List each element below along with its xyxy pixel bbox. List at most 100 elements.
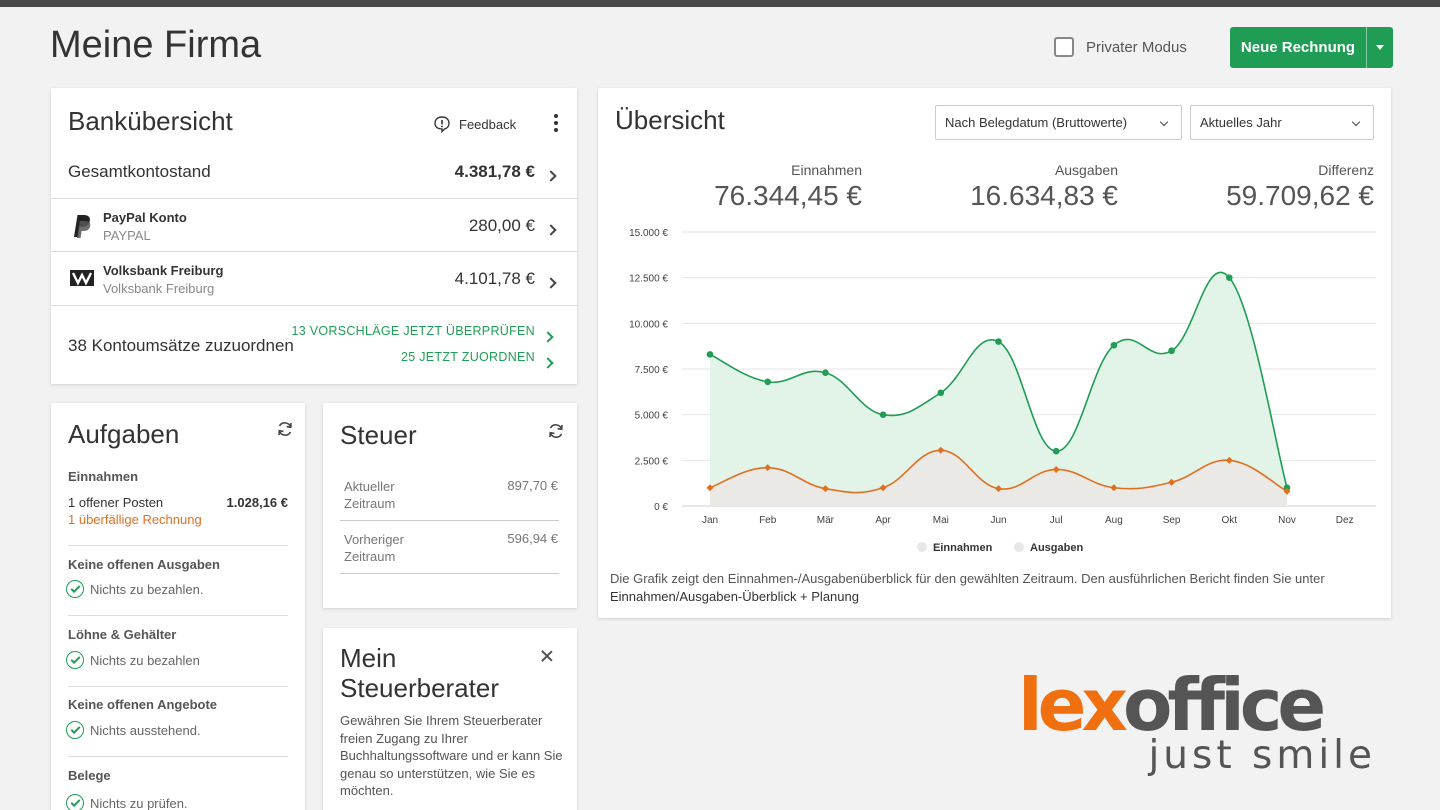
- chevron-right-icon: [545, 277, 557, 289]
- account-row-volksbank[interactable]: Volksbank Freiburg Volksbank Freiburg 4.…: [51, 252, 577, 306]
- divider: [68, 756, 288, 757]
- period-select[interactable]: Aktuelles Jahr: [1190, 105, 1374, 140]
- legend-marker: [917, 542, 927, 552]
- chart-note-text: Die Grafik zeigt den Einnahmen-/Ausgaben…: [610, 571, 1325, 586]
- kpi-value-expenses: 16.634,83 €: [970, 180, 1118, 211]
- basis-select[interactable]: Nach Belegdatum (Bruttowerte): [935, 105, 1182, 140]
- data-point: [1110, 341, 1118, 349]
- divider: [340, 573, 559, 574]
- x-tick-label: Mär: [817, 515, 835, 526]
- open-items-label[interactable]: 1 offener Posten: [68, 495, 164, 510]
- divider: [68, 615, 288, 616]
- tasks-card: [51, 403, 305, 810]
- income-heading: Einnahmen: [68, 469, 139, 484]
- x-tick-label: Mai: [933, 515, 949, 526]
- overdue-invoice-link[interactable]: 1 überfällige Rechnung: [68, 512, 202, 527]
- data-point: [879, 411, 887, 418]
- account-name: Volksbank Freiburg: [103, 263, 224, 278]
- kpi-value-difference: 59.709,62 €: [1226, 180, 1374, 211]
- review-suggestions-link[interactable]: 13 VORSCHLÄGE JETZT ÜBERPRÜFEN: [291, 324, 535, 338]
- x-tick-label: Jul: [1050, 515, 1063, 526]
- chevron-down-icon: [1351, 117, 1361, 127]
- series-area-ausgaben: [710, 450, 1287, 506]
- total-balance-row[interactable]: Gesamtkontostand 4.381,78 €: [51, 145, 577, 199]
- close-icon[interactable]: [540, 649, 554, 663]
- series-area-einnahmen: [710, 272, 1287, 506]
- x-tick-label: Jan: [702, 515, 718, 526]
- kpi-value-income: 76.344,45 €: [714, 180, 862, 211]
- assign-now-link[interactable]: 25 JETZT ZUORDNEN: [400, 350, 535, 364]
- data-point: [706, 351, 714, 358]
- y-tick-label: 10.000 €: [629, 319, 668, 330]
- x-tick-label: Apr: [875, 515, 891, 526]
- feedback-button[interactable]: Feedback: [433, 115, 516, 133]
- private-mode-checkbox[interactable]: [1054, 37, 1074, 57]
- data-point: [1110, 484, 1118, 492]
- account-amount: 4.101,78 €: [454, 269, 535, 288]
- account-name: PayPal Konto: [103, 210, 187, 225]
- data-point: [1168, 347, 1175, 355]
- data-point: [1283, 484, 1291, 492]
- data-point: [1052, 465, 1060, 473]
- new-invoice-button-group[interactable]: Neue Rechnung: [1230, 27, 1393, 68]
- y-tick-label: 12.500 €: [629, 274, 668, 285]
- kpi-label-income: Einnahmen: [791, 162, 862, 178]
- caret-down-icon: [1376, 45, 1384, 50]
- y-tick-label: 15.000 €: [629, 228, 668, 239]
- y-tick-label: 0 €: [654, 502, 668, 513]
- total-balance-label: Gesamtkontostand: [68, 162, 211, 181]
- feedback-icon: [434, 116, 450, 133]
- task-status: Nichts zu bezahlen.: [66, 580, 203, 598]
- logo-part-office: office: [1122, 663, 1326, 747]
- data-point: [821, 485, 829, 493]
- divider: [68, 545, 288, 546]
- new-invoice-button[interactable]: Neue Rechnung: [1240, 39, 1356, 56]
- private-mode-toggle[interactable]: Privater Modus: [1054, 37, 1187, 57]
- bank-overview-card: [51, 88, 577, 384]
- check-circle-icon: [66, 651, 84, 669]
- data-point: [706, 484, 714, 492]
- chevron-right-icon: [545, 170, 557, 182]
- account-amount: 280,00 €: [468, 216, 535, 235]
- tax-period-value: 897,70 €: [507, 478, 558, 493]
- data-point: [1283, 487, 1291, 495]
- x-tick-label: Feb: [759, 515, 777, 526]
- x-tick-label: Jun: [990, 515, 1006, 526]
- chevron-right-icon: [542, 331, 554, 343]
- legend-label: Einnahmen: [933, 542, 993, 554]
- data-point: [879, 484, 887, 492]
- tax-period-label: Vorheriger Zeitraum: [344, 532, 404, 564]
- more-options-icon[interactable]: [553, 114, 559, 132]
- account-row-paypal[interactable]: PayPal Konto PAYPAL 280,00 €: [51, 199, 577, 252]
- data-point: [995, 338, 1002, 345]
- paypal-icon: [70, 213, 92, 244]
- task-section-heading: Keine offenen Ausgaben: [68, 557, 220, 572]
- chevron-right-icon: [542, 357, 554, 369]
- tasks-title: Aufgaben: [68, 419, 180, 449]
- account-subtitle: PAYPAL: [103, 228, 151, 243]
- kpi-label-expenses: Ausgaben: [1054, 162, 1118, 178]
- private-mode-label: Privater Modus: [1086, 38, 1187, 56]
- divider: [340, 520, 559, 521]
- new-invoice-dropdown-button[interactable]: [1366, 27, 1393, 68]
- legend-label: Ausgaben: [1030, 542, 1083, 554]
- income-expense-chart: 0 € 2.500 € 5.000 € 7.500 € 10.000 € 12.500 €…: [629, 228, 1376, 554]
- open-items-value: 1.028,16 €: [226, 495, 288, 510]
- data-point: [1226, 274, 1233, 281]
- data-point: [822, 369, 829, 376]
- x-tick-label: Sep: [1163, 515, 1181, 526]
- data-point: [937, 446, 945, 454]
- chart-note: Die Grafik zeigt den Einnahmen-/Ausgaben…: [610, 570, 1330, 606]
- check-circle-icon: [66, 794, 84, 810]
- tax-period-label: Aktueller Zeitraum: [344, 479, 396, 511]
- overview-title: Übersicht: [615, 105, 725, 135]
- refresh-icon[interactable]: [276, 420, 294, 438]
- report-link[interactable]: Einnahmen/Ausgaben-Überblick + Planung: [610, 589, 859, 604]
- refresh-icon[interactable]: [547, 422, 565, 440]
- data-point: [764, 464, 772, 472]
- data-point: [937, 389, 945, 397]
- data-point: [1225, 456, 1233, 464]
- x-tick-label: Nov: [1278, 515, 1296, 526]
- task-section-heading: Belege: [68, 768, 111, 783]
- logo-part-lex: lex: [1018, 663, 1128, 747]
